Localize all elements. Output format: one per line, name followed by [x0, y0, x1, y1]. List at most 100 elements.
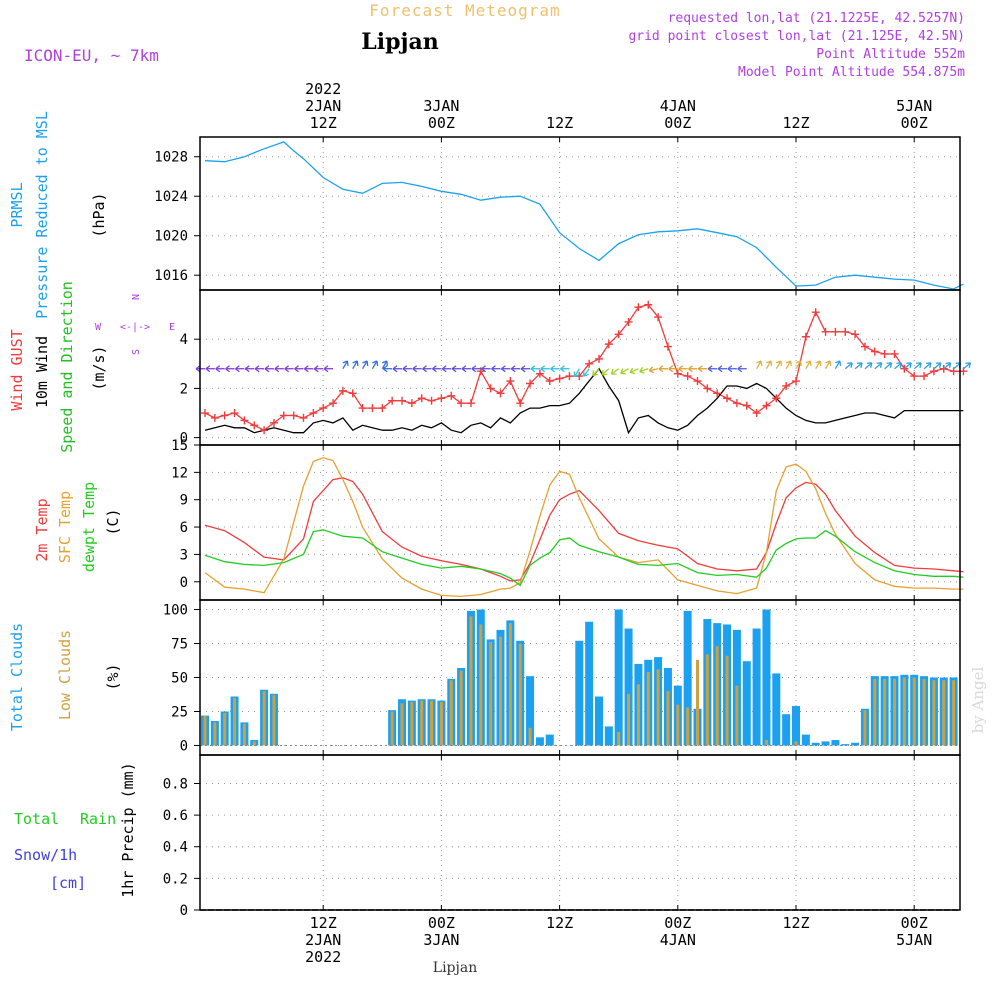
wind-direction-arrow [756, 360, 763, 370]
arrow-head [737, 365, 743, 373]
wind-direction-arrow [795, 360, 802, 370]
gust-marker [880, 349, 889, 358]
arrow-shaft [854, 362, 863, 370]
gust-marker [821, 327, 830, 336]
wind-label: 10m Wind [33, 336, 51, 408]
wind-direction-arrow [688, 365, 698, 373]
arrow-head [856, 362, 863, 368]
low-cloud-bar [508, 623, 512, 746]
low-cloud-bar [932, 680, 936, 746]
y-tick-label: 50 [171, 671, 188, 687]
y-tick-label: 15 [171, 438, 188, 454]
arrow-shaft [874, 362, 883, 370]
gust-marker [496, 389, 505, 398]
y-tick-label: 3 [180, 547, 188, 563]
gust-marker [624, 317, 633, 326]
low-cloud-bar [676, 704, 680, 746]
bottom-time-label: 2022 [305, 948, 341, 966]
total-cloud-bar [614, 609, 623, 746]
gust-marker [526, 379, 535, 388]
wind-line [204, 367, 964, 435]
y-tick-label: 6 [180, 520, 188, 536]
low-cloud-bar [735, 685, 739, 746]
low-cloud-bar [764, 740, 768, 746]
wind-direction-arrow [412, 365, 422, 373]
top-time-label: 12Z [782, 114, 809, 132]
gust-marker [368, 404, 377, 413]
point-altitude: Point Altitude 552m [816, 47, 965, 62]
gust-marker [811, 308, 820, 317]
arrow-head [215, 365, 221, 373]
gust-marker [309, 409, 318, 418]
arrow-head [916, 362, 922, 368]
gust-marker [634, 303, 643, 312]
arrow-head [264, 365, 270, 373]
wind-direction-arrow [573, 368, 580, 378]
arrow-head [432, 365, 437, 373]
gust-marker [772, 394, 781, 403]
temp-panel-labels: 2m Temp SFC Temp dewpt Temp (C) [33, 482, 122, 572]
bottom-time-label: 4JAN [660, 931, 696, 949]
arrow-shaft [933, 362, 942, 370]
arrow-shaft [371, 360, 378, 370]
arrow-head [945, 362, 952, 368]
wind-panel-labels: Wind GUST 10m Wind Speed and Direction (… [8, 281, 175, 453]
gust-marker [860, 342, 869, 351]
arrow-head [342, 360, 349, 366]
arrow-head [372, 360, 379, 366]
wind-direction-arrow [629, 367, 639, 375]
y-tick-label: 1024 [154, 189, 188, 205]
total-cloud-bar [585, 621, 594, 746]
wind-direction-arrow [707, 365, 718, 373]
gust-marker [210, 413, 219, 422]
bottom-time-label: 12Z [782, 914, 809, 932]
gust-marker [398, 396, 406, 405]
gust-marker [644, 300, 653, 309]
gust-marker [240, 416, 249, 425]
wind-direction-arrow [510, 365, 521, 373]
arrow-head [935, 362, 942, 368]
arrow-shaft [795, 360, 802, 370]
gust-marker [910, 372, 919, 381]
gust-marker [683, 372, 692, 381]
wind-direction-arrow [668, 365, 678, 373]
arrow-head [766, 360, 773, 366]
y-tick-label: 2 [180, 381, 188, 397]
temp2m-line [204, 477, 964, 582]
top-time-label: 12Z [546, 114, 573, 132]
gust-marker [466, 399, 475, 408]
arrow-head [381, 360, 389, 366]
low-cloud-bar [518, 643, 522, 746]
arrow-head [756, 360, 763, 366]
gust-marker [831, 327, 840, 336]
gust-marker [713, 389, 722, 398]
gust-marker [595, 354, 603, 363]
arrow-head [648, 366, 655, 374]
wind-direction-arrow [884, 362, 893, 370]
arrow-head [481, 365, 487, 373]
panel-0-frame [199, 136, 961, 291]
arrow-head [876, 362, 883, 368]
arrow-shaft [574, 368, 580, 377]
plot-layer: 101610201024102802403691215025507510000.… [154, 80, 971, 966]
arrow-head [274, 365, 280, 373]
arrow-shaft [815, 360, 821, 370]
arrow-head [412, 365, 418, 373]
dewpt-line [204, 529, 964, 587]
wind-direction-arrow [824, 360, 832, 370]
arrow-head [294, 365, 299, 373]
arrow-head [402, 365, 408, 373]
arrow-shaft [629, 368, 639, 373]
y-tick-label: 0.6 [163, 808, 188, 824]
arrow-head [392, 365, 398, 373]
arrow-shaft [894, 362, 902, 370]
low-cloud-bar [499, 636, 502, 746]
arrow-head [886, 362, 893, 368]
arrow-head [688, 365, 693, 373]
gust-marker [792, 377, 800, 386]
arrow-head [925, 362, 932, 368]
gust-marker [565, 372, 574, 381]
bottom-time-label: 2JAN [305, 931, 341, 949]
wind-direction-arrow [471, 365, 481, 373]
gust-marker [693, 377, 702, 386]
